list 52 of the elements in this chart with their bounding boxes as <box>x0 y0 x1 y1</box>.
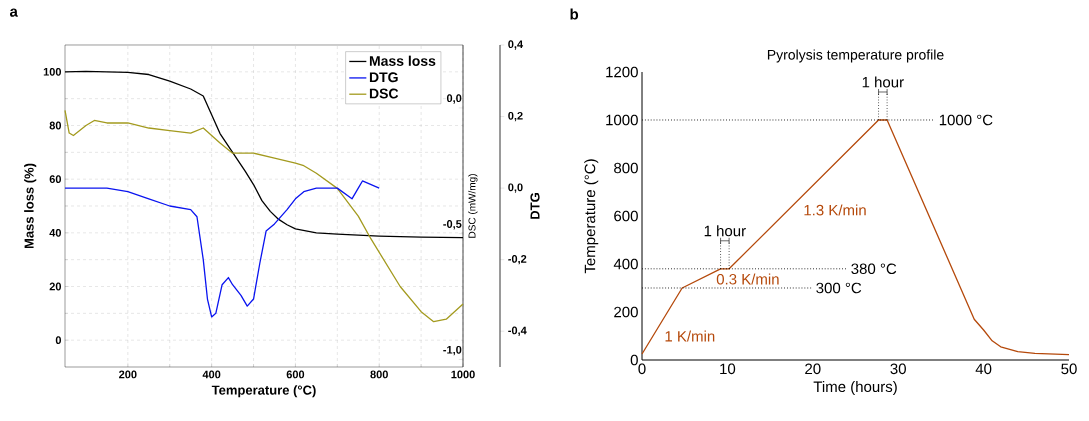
y-tick-label: 0 <box>630 354 638 366</box>
y-tick-label: 20 <box>49 282 62 291</box>
legend-label: Mass loss <box>369 55 436 66</box>
y-axis-title: Mass loss (%) <box>24 163 37 249</box>
x-tick-label: 200 <box>119 370 137 379</box>
ref-line-label: 300 °C <box>816 282 862 294</box>
text: a <box>9 8 18 17</box>
annotation: 1 hour <box>862 76 904 88</box>
y-tick-label: 1200 <box>606 66 638 78</box>
x-tick-label: 400 <box>202 370 221 379</box>
x-axis-title: Temperature (°C) <box>211 385 316 398</box>
x-tick-label: 10 <box>720 363 736 375</box>
legend-label: DTG <box>369 72 398 83</box>
y-axis-title: Temperature (°C) <box>584 159 599 274</box>
y2-axis-title: DSC (mW/mg) <box>468 174 478 238</box>
y-tick-label: 80 <box>49 121 62 130</box>
y2-tick-label: -0,5 <box>443 220 462 230</box>
y2-tick-label: -1,0 <box>443 345 462 356</box>
y2-tick-label: 0,0 <box>446 94 462 104</box>
x-tick-label: 20 <box>805 363 821 375</box>
legend-label: DSC <box>369 88 399 99</box>
y3-tick-label: 0,0 <box>508 183 523 193</box>
annotation: 0.3 K/min <box>716 273 779 285</box>
y3-tick-label: 0,4 <box>508 40 524 50</box>
annotation: 1.3 K/min <box>804 204 866 216</box>
text: b <box>570 8 579 20</box>
y-tick-label: 400 <box>613 258 638 270</box>
x-tick-label: 30 <box>890 363 906 375</box>
ref-line-label: 380 °C <box>851 263 897 275</box>
x-tick-label: 1000 <box>451 370 475 379</box>
y-tick-label: 800 <box>614 162 638 174</box>
x-axis-title: Time (hours) <box>813 381 897 395</box>
x-tick-label: 800 <box>370 370 388 379</box>
y3-axis-title: DTG <box>530 193 540 219</box>
y-tick-label: 100 <box>43 67 62 76</box>
x-tick-label: 50 <box>1061 363 1077 375</box>
y-tick-label: 1000 <box>606 114 638 126</box>
y3-tick-label: -0,2 <box>508 254 527 265</box>
y-tick-label: 600 <box>614 210 638 222</box>
annotation: 1 K/min <box>665 330 715 342</box>
chart-title: Pyrolysis temperature profile <box>767 49 944 63</box>
annotation: 1 hour <box>704 225 746 237</box>
x-tick-label: 40 <box>975 363 992 375</box>
y-tick-label: 60 <box>49 175 62 184</box>
y3-tick-label: 0,2 <box>508 111 523 122</box>
y-tick-label: 40 <box>49 228 62 237</box>
x-tick-label: 600 <box>286 370 305 379</box>
ref-line-label: 1000 °C <box>939 114 993 126</box>
y-tick-label: 200 <box>614 306 638 318</box>
y3-tick-label: -0,4 <box>508 326 527 336</box>
y-tick-label: 0 <box>55 336 62 345</box>
x-tick-label: 0 <box>638 363 646 375</box>
